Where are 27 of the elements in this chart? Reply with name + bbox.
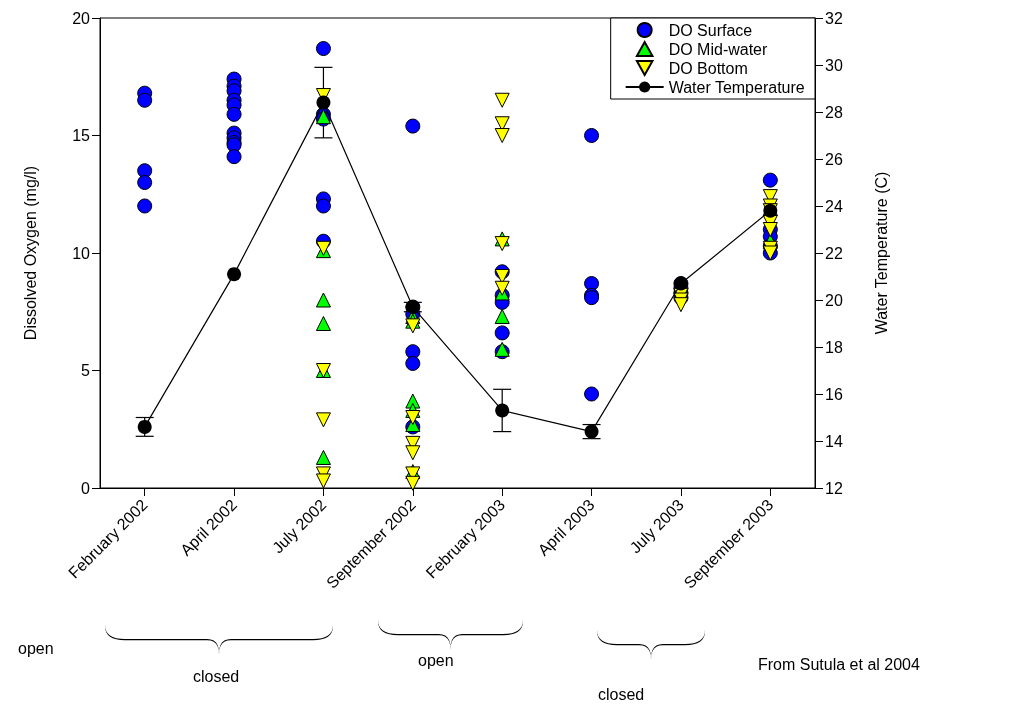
legend-label: DO Surface	[668, 21, 753, 39]
y2-axis-title: Water Temperature (C)	[872, 171, 890, 335]
y2-tick-label: 16	[825, 385, 843, 403]
text: open	[418, 651, 454, 669]
y-tick-label: 0	[81, 479, 91, 497]
legend-label: DO Bottom	[668, 59, 748, 77]
y2-tick-label: 20	[825, 291, 843, 309]
y2-tick-label: 30	[825, 56, 843, 74]
y2-tick-label: 12	[825, 479, 843, 497]
y2-tick-label: 24	[825, 197, 843, 215]
y2-tick-label: 22	[825, 244, 843, 262]
legend-label: DO Mid-water	[668, 40, 769, 58]
y-tick-label: 15	[72, 127, 91, 144]
y2-tick-label: 32	[825, 9, 843, 27]
text: closed	[193, 667, 240, 685]
text: open	[18, 639, 54, 657]
y2-tick-label: 28	[825, 103, 843, 121]
legend-label: Water Temperature	[668, 78, 805, 96]
text: closed	[598, 685, 645, 703]
text: From Sutula et al 2004	[758, 655, 920, 673]
y-tick-label: 20	[72, 9, 91, 27]
y-axis-title: Dissolved Oxygen (mg/l)	[21, 165, 39, 341]
y2-tick-label: 26	[825, 150, 843, 168]
y2-tick-label: 14	[825, 432, 843, 450]
y2-tick-label: 18	[825, 338, 843, 356]
y-tick-label: 5	[81, 362, 91, 379]
y-tick-label: 10	[72, 244, 91, 262]
